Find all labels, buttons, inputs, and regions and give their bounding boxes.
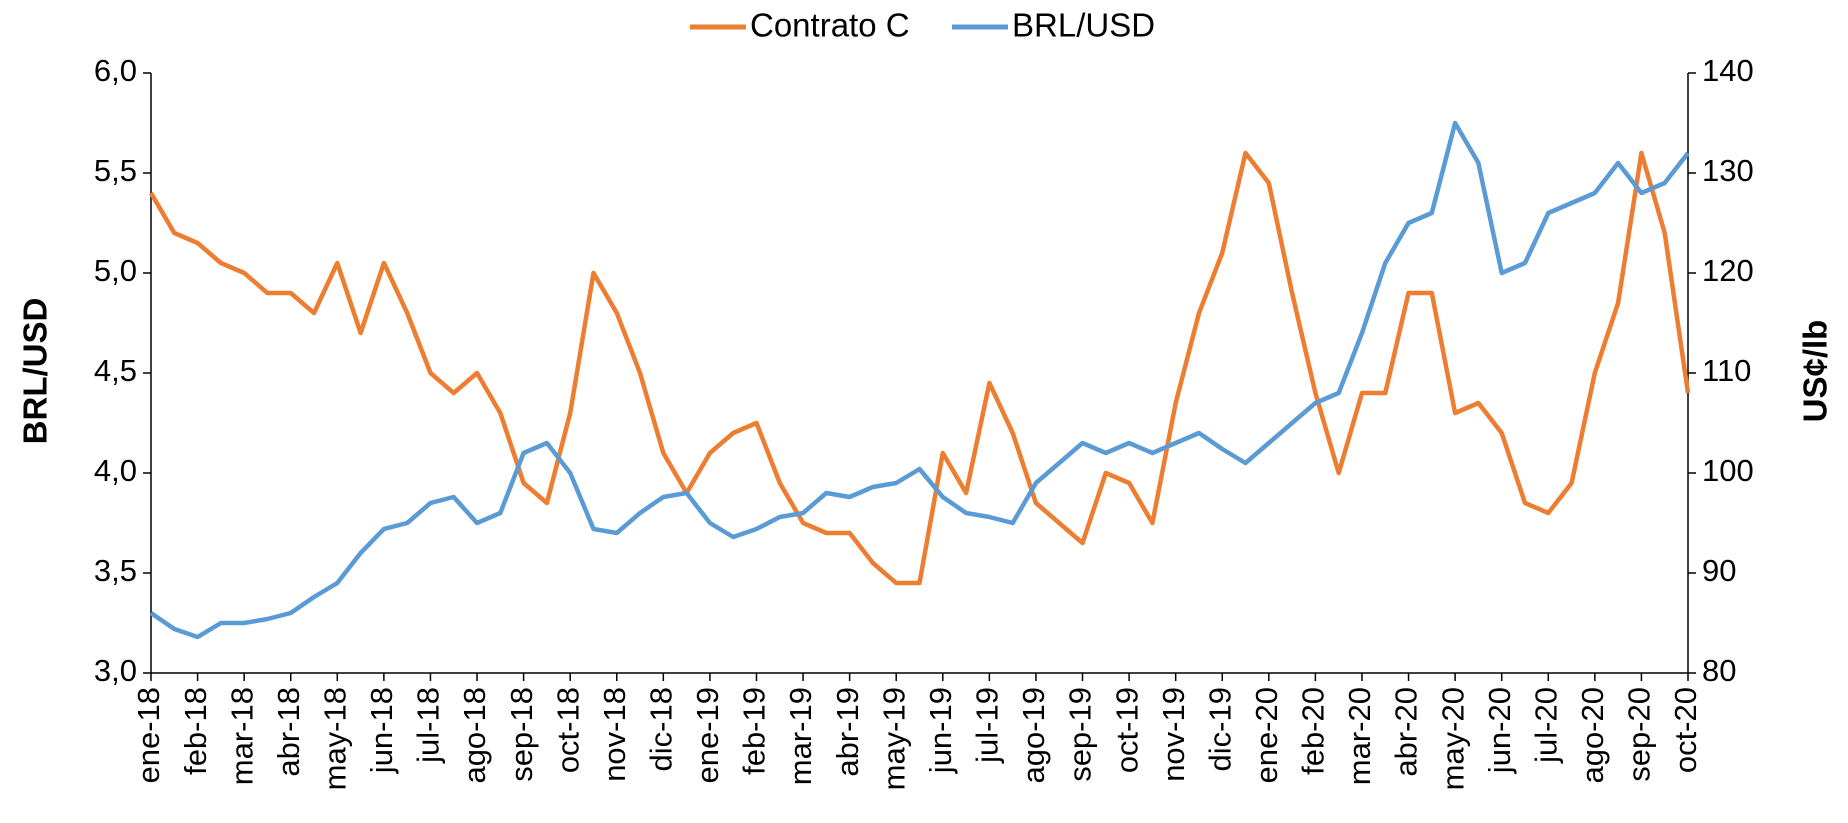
x-tick-label: abr-20 bbox=[1389, 687, 1424, 777]
x-tick-label: ago-20 bbox=[1575, 687, 1610, 784]
y2-tick-label: 120 bbox=[1702, 253, 1754, 288]
y-axis-title: BRL/USD bbox=[17, 298, 54, 445]
y-tick-label: 6,0 bbox=[94, 53, 137, 88]
y2-tick-label: 130 bbox=[1702, 153, 1754, 188]
x-tick-label: may-18 bbox=[317, 687, 352, 790]
x-tick-label: jun-20 bbox=[1482, 687, 1517, 774]
x-tick-label: jun-19 bbox=[923, 687, 958, 774]
x-tick-label: sep-18 bbox=[504, 687, 539, 782]
x-tick-label: jul-19 bbox=[970, 687, 1005, 764]
x-tick-label: jul-18 bbox=[411, 687, 446, 764]
x-tick-label: feb-19 bbox=[737, 687, 772, 775]
x-tick-label: mar-20 bbox=[1342, 687, 1377, 785]
x-tick-label: ago-19 bbox=[1016, 687, 1051, 784]
x-tick-label: abr-19 bbox=[830, 687, 865, 777]
x-tick-label: ago-18 bbox=[457, 687, 492, 784]
series-line bbox=[149, 150, 1691, 586]
x-tick-label: nov-18 bbox=[597, 687, 632, 782]
x-tick-label: may-20 bbox=[1435, 687, 1470, 790]
y2-tick-label: 140 bbox=[1702, 53, 1754, 88]
x-tick-label: jul-20 bbox=[1528, 687, 1563, 764]
y-tick-label: 3,0 bbox=[94, 653, 137, 688]
y2-tick-label: 90 bbox=[1702, 553, 1736, 588]
x-tick-label: jun-18 bbox=[364, 687, 399, 774]
x-tick-label: dic-18 bbox=[644, 687, 679, 771]
legend-label: BRL/USD bbox=[1012, 7, 1155, 44]
x-tick-label: may-19 bbox=[876, 687, 911, 790]
x-tick-label: feb-20 bbox=[1296, 687, 1331, 775]
x-tick-label: mar-18 bbox=[224, 687, 259, 785]
x-tick-label: oct-19 bbox=[1109, 687, 1144, 773]
y-tick-label: 3,5 bbox=[94, 553, 137, 588]
x-tick-label: mar-19 bbox=[783, 687, 818, 785]
x-tick-label: ene-20 bbox=[1249, 687, 1284, 784]
y2-axis-title: US¢/lb bbox=[1797, 320, 1834, 423]
x-tick-label: sep-19 bbox=[1063, 687, 1098, 782]
y-tick-label: 4,5 bbox=[94, 353, 137, 388]
y2-tick-label: 100 bbox=[1702, 453, 1754, 488]
y2-tick-label: 80 bbox=[1702, 653, 1736, 688]
y2-tick-label: 110 bbox=[1702, 353, 1751, 388]
x-tick-label: feb-18 bbox=[178, 687, 213, 775]
x-tick-label: oct-20 bbox=[1668, 687, 1703, 773]
series-line bbox=[149, 120, 1690, 640]
y-tick-label: 4,0 bbox=[94, 453, 137, 488]
x-tick-label: abr-18 bbox=[271, 687, 306, 777]
x-tick-label: dic-19 bbox=[1202, 687, 1237, 771]
y-tick-label: 5,5 bbox=[94, 153, 137, 188]
x-tick-label: sep-20 bbox=[1622, 687, 1657, 782]
x-tick-label: ene-19 bbox=[690, 687, 725, 784]
y-tick-label: 5,0 bbox=[94, 253, 137, 288]
x-tick-label: oct-18 bbox=[550, 687, 585, 773]
legend-label: Contrato C bbox=[750, 7, 910, 44]
x-tick-label: ene-18 bbox=[131, 687, 166, 784]
x-tick-label: nov-19 bbox=[1156, 687, 1191, 782]
